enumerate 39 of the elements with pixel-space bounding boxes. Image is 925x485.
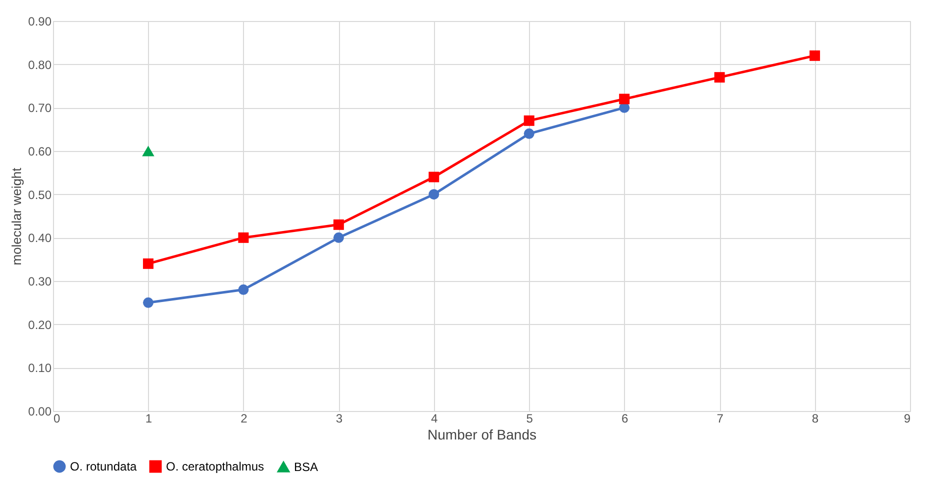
point xyxy=(142,258,154,269)
x-tick-label: 0 xyxy=(54,412,60,426)
x-tick-label: 6 xyxy=(621,412,628,426)
point xyxy=(428,189,440,200)
y-tick-label: 0.80 xyxy=(28,58,52,72)
legend-label: BSA xyxy=(294,460,318,474)
y-tick-label: 0.70 xyxy=(28,101,52,116)
y-tick-label: 0.30 xyxy=(28,274,52,288)
x-tick-label: 9 xyxy=(904,412,911,426)
x-tick-label: 4 xyxy=(431,412,438,426)
point xyxy=(142,297,154,308)
x-tick-label: 5 xyxy=(526,412,534,426)
point xyxy=(238,284,249,295)
x-tick-label: 2 xyxy=(240,412,248,426)
y-axis-title: molecular weight xyxy=(9,167,24,266)
y-tick-label: 0.90 xyxy=(28,14,52,28)
point xyxy=(428,172,440,182)
point xyxy=(238,232,249,243)
point xyxy=(524,128,534,139)
x-tick-label: 7 xyxy=(716,412,724,426)
point xyxy=(142,146,154,156)
y-tick-label: 0.50 xyxy=(28,188,52,202)
x-tick-label: 3 xyxy=(336,412,343,426)
y-tick-label: 0.60 xyxy=(28,144,52,158)
y-tick-label: 0.40 xyxy=(28,231,52,246)
y-tick-label: 0.20 xyxy=(28,318,52,332)
point xyxy=(524,115,534,126)
point xyxy=(333,232,344,243)
y-tick-label: 0.00 xyxy=(28,404,52,418)
x-tick-label: 1 xyxy=(145,412,152,426)
point xyxy=(810,50,820,61)
legend-label: O. rotundata xyxy=(70,460,138,474)
y-tick-label: 0.10 xyxy=(28,361,52,376)
point xyxy=(714,72,725,83)
point xyxy=(619,94,630,104)
point xyxy=(333,219,344,230)
x-axis-title: Number of Bands xyxy=(428,426,536,442)
legend-label: O. ceratopthalmus xyxy=(166,460,264,474)
x-tick-label: 8 xyxy=(812,412,819,426)
